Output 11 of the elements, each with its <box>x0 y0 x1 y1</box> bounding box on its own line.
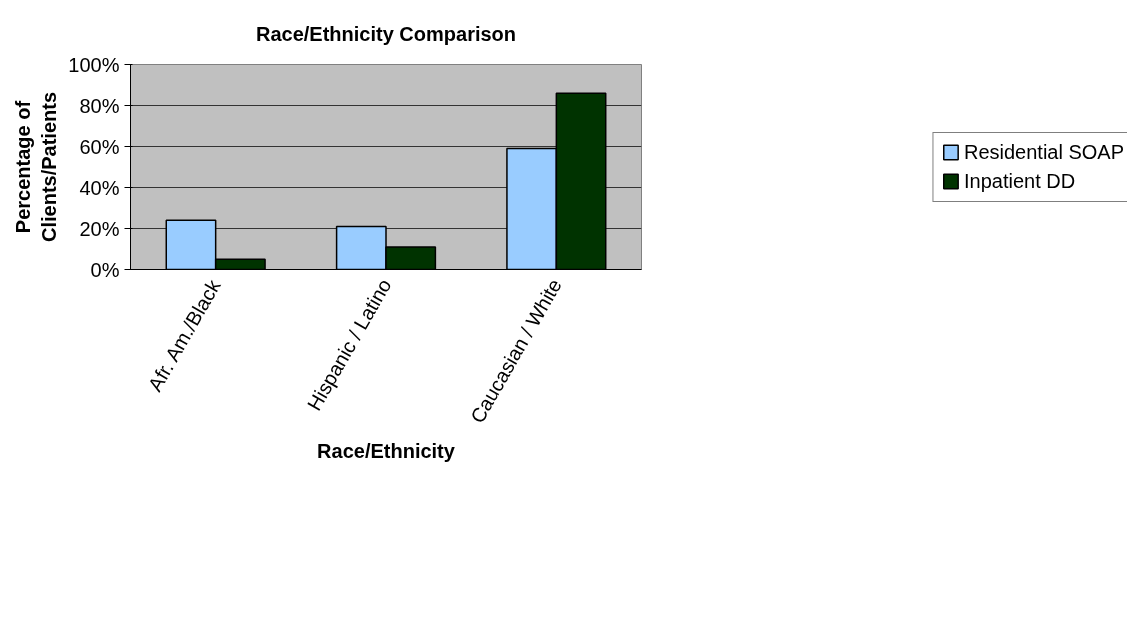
y-tick-label: 100% <box>68 53 120 76</box>
y-tick-label: 0% <box>90 258 120 281</box>
legend-label: Residential SOAP <box>963 140 1125 164</box>
legend-label: Inpatient DD <box>963 169 1076 193</box>
y-tick-label: 60% <box>79 135 120 158</box>
y-tick-label: 80% <box>79 94 120 117</box>
y-tick-label: 20% <box>79 217 120 240</box>
y-axis-title: Percentage of Clients/Patients <box>11 91 61 243</box>
chart-title: Race/Ethnicity Comparison <box>255 22 517 45</box>
x-axis-title: Race/Ethnicity <box>317 440 456 463</box>
y-tick-label: 40% <box>79 176 120 199</box>
